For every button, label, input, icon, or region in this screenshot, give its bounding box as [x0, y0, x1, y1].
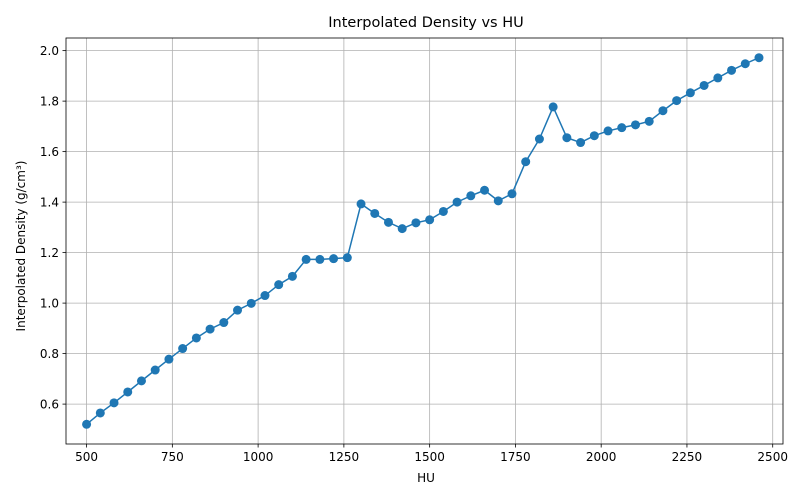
data-point	[356, 199, 366, 209]
x-tick-label: 500	[75, 450, 98, 464]
x-tick-label: 2000	[586, 450, 617, 464]
data-point	[342, 253, 352, 263]
data-point	[493, 196, 503, 206]
plot-area-frame	[65, 37, 784, 445]
data-point	[397, 224, 407, 234]
data-point	[672, 96, 682, 106]
data-point	[507, 189, 517, 199]
data-point	[576, 138, 586, 148]
data-point	[178, 344, 188, 354]
data-point	[562, 133, 572, 143]
data-point	[740, 59, 750, 69]
data-point	[219, 318, 229, 328]
x-tick-label: 750	[161, 450, 184, 464]
x-tick-label: 1250	[329, 450, 360, 464]
data-point	[301, 254, 311, 264]
x-tick-label: 1500	[414, 450, 445, 464]
data-point	[480, 185, 490, 195]
data-point	[425, 215, 435, 225]
data-point	[383, 217, 393, 227]
data-point	[630, 120, 640, 130]
y-tick-label: 1.6	[40, 145, 59, 159]
data-point	[329, 254, 339, 264]
y-tick-label: 0.8	[40, 347, 59, 361]
data-point	[109, 398, 119, 408]
data-point	[452, 197, 462, 207]
x-tick-label: 1750	[500, 450, 531, 464]
axis-ticks: 500 750 1000 1250 1500 1750 2000 2250 2500 0.6 0.8…	[40, 44, 788, 464]
data-point	[685, 88, 695, 98]
data-point	[205, 324, 215, 334]
data-point	[658, 106, 668, 116]
data-point	[411, 218, 421, 228]
data-point	[713, 73, 723, 83]
data-point	[287, 271, 297, 281]
x-axis-title: HU	[417, 471, 435, 485]
data-point	[191, 333, 201, 343]
data-series	[82, 53, 764, 429]
data-point	[274, 280, 284, 290]
y-tick-label: 1.2	[40, 246, 59, 260]
y-axis-title: Interpolated Density (g/cm³)	[14, 161, 28, 332]
data-point	[123, 387, 133, 397]
data-point	[260, 291, 270, 301]
data-point	[233, 305, 243, 315]
y-tick-label: 1.8	[40, 94, 59, 108]
data-point	[466, 191, 476, 201]
data-point	[150, 365, 160, 375]
data-point	[589, 131, 599, 141]
x-tick-label: 2250	[672, 450, 703, 464]
y-tick-label: 0.6	[40, 397, 59, 411]
grid-lines	[66, 38, 783, 444]
chart-title: Interpolated Density vs HU	[328, 15, 523, 31]
data-point	[727, 65, 737, 75]
y-tick-label: 2.0	[40, 44, 59, 58]
y-tick-label: 1.4	[40, 195, 59, 209]
data-point	[438, 206, 448, 216]
data-point	[617, 123, 627, 133]
data-point	[699, 80, 709, 90]
x-tick-label: 2500	[757, 450, 788, 464]
data-point	[534, 134, 544, 144]
data-point	[754, 53, 764, 63]
data-point	[521, 157, 531, 167]
data-point	[246, 298, 256, 308]
data-point	[644, 116, 654, 126]
data-point	[548, 102, 558, 112]
x-tick-label: 1000	[243, 450, 274, 464]
data-point	[603, 126, 613, 136]
data-point	[315, 254, 325, 264]
data-point	[370, 208, 380, 218]
y-tick-label: 1.0	[40, 296, 59, 310]
data-point	[82, 419, 92, 429]
data-point	[136, 376, 146, 386]
data-point	[164, 354, 174, 364]
data-point	[95, 408, 105, 418]
